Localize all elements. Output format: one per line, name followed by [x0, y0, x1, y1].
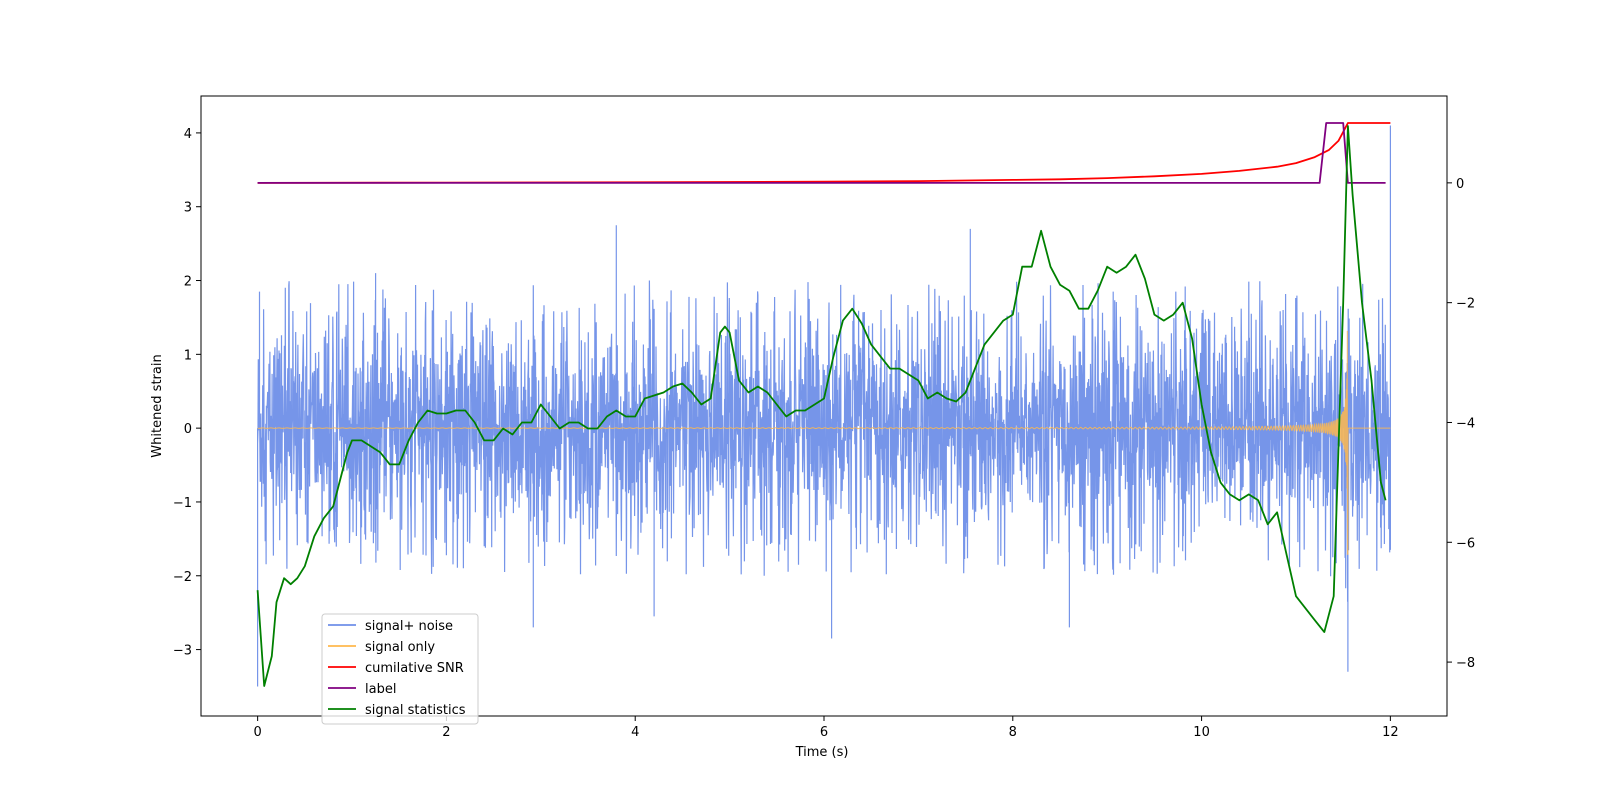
- y-tick-label: 0: [184, 422, 192, 437]
- x-tick-label: 8: [1009, 725, 1017, 740]
- y2-tick-label: −4: [1456, 416, 1475, 431]
- y2-tick-label: 0: [1456, 177, 1464, 192]
- legend-label: label: [365, 682, 396, 697]
- y-tick-label: 2: [184, 275, 192, 290]
- y2-tick-label: −8: [1456, 656, 1475, 671]
- legend-box: [321, 613, 479, 725]
- y-axis-label: Whitened strain: [150, 354, 165, 457]
- x-axis-label: Time (s): [795, 745, 849, 760]
- series-signal-only: [257, 330, 1391, 555]
- y2-tick-label: −6: [1456, 536, 1475, 551]
- x-axis-ticks: 0 2 4 6 8 10 12: [253, 716, 1399, 740]
- y-tick-label: 1: [184, 348, 192, 363]
- series-label: [257, 122, 1386, 184]
- legend-label: signal statistics: [365, 703, 466, 718]
- x-tick-label: 6: [820, 725, 828, 740]
- signal-statistics-line: [256, 125, 1387, 687]
- legend-label: cumilative SNR: [365, 661, 464, 676]
- y-tick-label: 3: [184, 201, 192, 216]
- legend: signal+ noise signal only cumilative SNR la…: [321, 613, 479, 725]
- y-tick-label: −3: [173, 644, 192, 659]
- signal-only-line: [257, 330, 1391, 555]
- y2-axis-ticks: −8 −6 −4 −2 0: [1447, 177, 1475, 671]
- legend-label: signal only: [365, 640, 435, 655]
- series-cumilative-snr: [257, 122, 1391, 184]
- legend-label: signal+ noise: [365, 619, 453, 634]
- series-signal-statistics: [256, 125, 1387, 687]
- cumilative-snr-line: [257, 122, 1391, 184]
- x-tick-label: 12: [1382, 725, 1399, 740]
- x-tick-label: 2: [442, 725, 450, 740]
- y-tick-label: 4: [184, 127, 192, 142]
- x-tick-label: 4: [631, 725, 639, 740]
- x-tick-label: 10: [1193, 725, 1210, 740]
- y-tick-label: −2: [173, 570, 192, 585]
- y-tick-label: −1: [173, 496, 192, 511]
- label-line: [257, 122, 1386, 184]
- x-tick-label: 0: [253, 725, 261, 740]
- y2-tick-label: −2: [1456, 297, 1475, 312]
- y-axis-ticks: −3 −2 −1 0 1 2 3 4: [173, 127, 201, 659]
